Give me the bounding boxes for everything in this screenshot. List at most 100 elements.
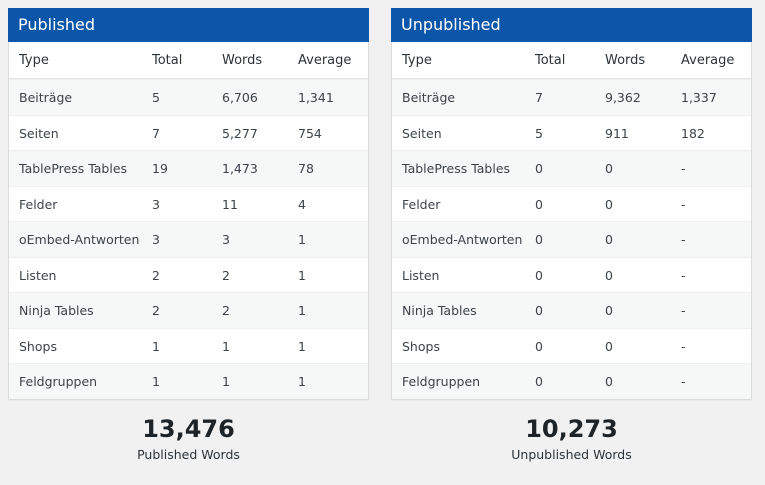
cell-type: Shops [19,338,57,354]
published-panel-title: Published [8,8,369,42]
cell-total: 1 [152,374,160,389]
cell-average: - [681,303,686,318]
published-panel: Published Type Total Words Average Beitr… [8,8,369,400]
cell-words: 0 [605,267,613,283]
cell-type: Shops [402,338,440,354]
cell-average: - [681,338,686,354]
cell-total: 19 [152,161,168,176]
cell-type: TablePress Tables [19,161,128,176]
cell-total: 0 [535,196,543,212]
column-header-average: Average [681,53,735,68]
cell-type: Felder [402,196,441,212]
cell-total: 0 [535,303,543,318]
cell-total: 0 [535,374,543,389]
cell-total: 0 [535,161,543,176]
cell-words: 5,277 [222,125,258,141]
unpublished-words-count: 10,273 [525,415,618,443]
cell-average: 1 [298,267,306,283]
cell-type: Seiten [19,125,59,141]
column-header-total: Total [152,53,183,68]
cell-type: Listen [402,267,440,283]
unpublished-panel: Unpublished Type Total Words Average Bei… [391,8,752,400]
cell-average: - [681,374,686,389]
cell-average: 1,341 [298,90,334,105]
cell-words: 2 [222,303,230,318]
cell-average: - [681,161,686,176]
table-row: Seiten 5 911 182 [392,114,751,151]
cell-type: Ninja Tables [402,303,477,318]
unpublished-words-label: Unpublished Words [511,447,632,462]
table-row: oEmbed-Antworten 3 3 1 [9,221,368,257]
cell-total: 3 [152,196,160,212]
cell-average: - [681,267,686,283]
published-table-header: Type Total Words Average [9,42,368,79]
table-row: TablePress Tables 0 0 - [392,150,751,186]
table-row: Beiträge 5 6,706 1,341 [9,79,368,115]
cell-words: 0 [605,303,613,318]
cell-average: 1 [298,303,306,318]
published-words-label: Published Words [137,447,240,462]
cell-average: 754 [298,125,322,141]
cell-total: 1 [152,338,160,354]
column-header-words: Words [222,53,263,68]
table-row: Shops 0 0 - [392,327,751,364]
cell-type: Ninja Tables [19,303,94,318]
cell-words: 1,473 [222,161,258,176]
table-row: TablePress Tables 19 1,473 78 [9,150,368,186]
published-words-summary: 13,476 Published Words [8,414,369,462]
cell-total: 7 [152,125,160,141]
cell-type: Feldgruppen [19,374,98,389]
cell-average: 4 [298,196,306,212]
unpublished-words-summary: 10,273 Unpublished Words [391,414,752,462]
table-row: Shops 1 1 1 [9,327,368,364]
cell-words: 0 [605,161,613,176]
table-row: Feldgruppen 0 0 - [392,363,751,399]
unpublished-table-header: Type Total Words Average [392,42,751,79]
table-row: Feldgruppen 1 1 1 [9,363,368,399]
column-header-total: Total [535,53,566,68]
cell-average: 1 [298,338,306,354]
cell-type: Feldgruppen [402,374,481,389]
column-header-type: Type [402,53,432,68]
unpublished-panel-title: Unpublished [391,8,752,42]
cell-type: oEmbed-Antworten [19,232,140,247]
cell-type: Seiten [402,125,442,141]
column-header-average: Average [298,53,352,68]
cell-type: Listen [19,267,57,283]
cell-type: Felder [19,196,58,212]
cell-words: 11 [222,196,238,212]
cell-total: 7 [535,90,543,105]
cell-total: 5 [152,90,160,105]
cell-average: - [681,196,686,212]
table-row: oEmbed-Antworten 0 0 - [392,221,751,257]
cell-total: 0 [535,267,543,283]
cell-total: 0 [535,338,543,354]
cell-words: 911 [605,125,629,141]
table-row: Felder 3 11 4 [9,185,368,222]
table-row: Beiträge 7 9,362 1,337 [392,79,751,115]
table-row: Listen 2 2 1 [9,256,368,293]
cell-words: 3 [222,232,230,247]
table-row: Ninja Tables 0 0 - [392,292,751,328]
table-row: Ninja Tables 2 2 1 [9,292,368,328]
cell-words: 1 [222,374,230,389]
cell-average: 182 [681,125,705,141]
table-row: Seiten 7 5,277 754 [9,114,368,151]
cell-type: oEmbed-Antworten [402,232,523,247]
cell-words: 0 [605,232,613,247]
cell-total: 2 [152,267,160,283]
cell-words: 2 [222,267,230,283]
cell-words: 1 [222,338,230,354]
cell-average: 78 [298,161,314,176]
cell-words: 6,706 [222,90,258,105]
column-header-words: Words [605,53,646,68]
table-row: Felder 0 0 - [392,185,751,222]
cell-total: 5 [535,125,543,141]
cell-type: Beiträge [402,90,456,105]
cell-total: 0 [535,232,543,247]
cell-words: 0 [605,196,613,212]
cell-average: 1 [298,374,306,389]
cell-total: 2 [152,303,160,318]
cell-words: 0 [605,374,613,389]
cell-type: Beiträge [19,90,73,105]
